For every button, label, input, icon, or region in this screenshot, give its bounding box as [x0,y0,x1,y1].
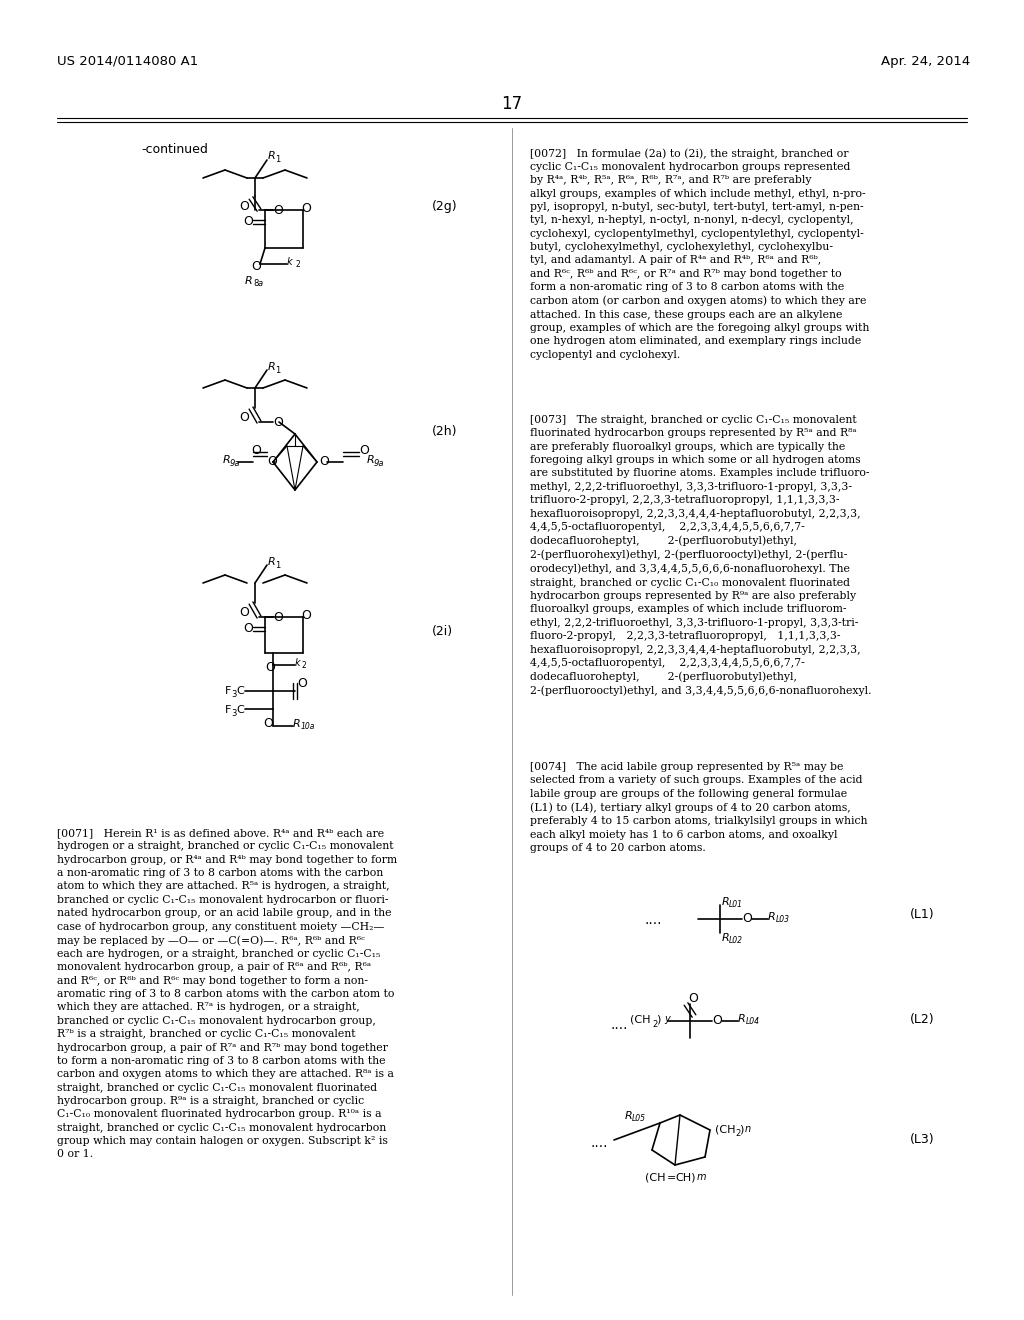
Text: 3: 3 [231,690,237,700]
Text: (2i): (2i) [432,624,454,638]
Text: ····: ···· [590,1140,607,1154]
Text: O: O [301,609,311,622]
Text: R: R [722,933,730,942]
Text: (2h): (2h) [432,425,458,438]
Text: [0071]   Herein R¹ is as defined above. R⁴ᵃ and R⁴ᵇ each are
hydrogen or a strai: [0071] Herein R¹ is as defined above. R⁴… [57,828,397,1159]
Text: O: O [273,205,283,216]
Text: O: O [273,416,283,429]
Text: 2: 2 [735,1129,740,1138]
Text: (L1): (L1) [910,908,935,921]
Text: m: m [697,1172,707,1181]
Text: O: O [239,411,249,424]
Text: O: O [273,611,283,624]
Text: (CH: (CH [630,1015,650,1026]
Text: O: O [263,717,272,730]
Text: L04: L04 [746,1016,760,1026]
Text: O: O [359,444,369,457]
Text: L05: L05 [632,1114,646,1123]
Text: 2: 2 [302,661,307,671]
Text: O: O [239,201,249,213]
Text: 9a: 9a [230,459,241,469]
Text: 1: 1 [275,366,281,375]
Text: y: y [664,1014,670,1024]
Text: 9a: 9a [374,459,384,469]
Text: R: R [223,455,230,465]
Text: R: R [738,1014,745,1024]
Text: 3: 3 [231,709,237,718]
Text: R: R [768,912,776,921]
Text: O: O [712,1014,722,1027]
Text: (CH: (CH [645,1173,666,1183]
Text: (L3): (L3) [910,1133,935,1146]
Text: (L2): (L2) [910,1012,935,1026]
Text: (CH: (CH [715,1125,735,1135]
Text: Apr. 24, 2014: Apr. 24, 2014 [881,55,970,69]
Text: (2g): (2g) [432,201,458,213]
Text: L01: L01 [729,900,743,909]
Text: 2: 2 [652,1020,657,1030]
Text: O: O [297,677,307,690]
Text: =: = [667,1173,677,1183]
Text: L02: L02 [729,936,743,945]
Text: R: R [722,898,730,907]
Text: O: O [267,455,276,469]
Text: R: R [625,1111,633,1121]
Text: ): ) [656,1015,660,1026]
Text: a: a [258,279,263,288]
Text: O: O [319,455,329,469]
Text: O: O [243,215,253,228]
Text: 1: 1 [275,154,281,164]
Text: 2: 2 [295,260,300,269]
Text: O: O [251,444,261,457]
Text: R: R [367,455,375,465]
Text: 17: 17 [502,95,522,114]
Text: ····: ···· [610,1022,628,1036]
Text: O: O [688,993,698,1005]
Text: k: k [287,257,293,267]
Text: O: O [243,622,253,635]
Text: ····: ···· [645,917,663,931]
Text: 8: 8 [253,279,258,288]
Text: F: F [225,686,231,696]
Text: R: R [268,557,275,568]
Text: n: n [745,1125,752,1134]
Text: k: k [295,657,301,668]
Text: US 2014/0114080 A1: US 2014/0114080 A1 [57,55,199,69]
Text: [0072]   In formulae (2a) to (2i), the straight, branched or
cyclic C₁-C₁₅ monov: [0072] In formulae (2a) to (2i), the str… [530,148,869,360]
Text: 10a: 10a [301,722,315,731]
Text: O: O [251,260,261,273]
Text: [0074]   The acid labile group represented by R⁵ᵃ may be
selected from a variety: [0074] The acid labile group represented… [530,762,867,853]
Text: O: O [301,202,311,215]
Text: -continued: -continued [141,143,209,156]
Text: CH): CH) [675,1173,695,1183]
Text: R: R [268,150,275,161]
Text: O: O [742,912,752,925]
Text: 1: 1 [275,561,281,570]
Text: O: O [265,661,274,675]
Text: R: R [293,719,301,729]
Text: L03: L03 [776,915,790,924]
Text: F: F [225,705,231,715]
Text: C: C [236,686,244,696]
Text: O: O [239,606,249,619]
Text: R: R [245,276,253,286]
Text: R: R [268,362,275,372]
Text: [0073]   The straight, branched or cyclic C₁-C₁₅ monovalent
fluorinated hydrocar: [0073] The straight, branched or cyclic … [530,414,871,696]
Text: C: C [236,705,244,715]
Text: ): ) [739,1125,743,1135]
